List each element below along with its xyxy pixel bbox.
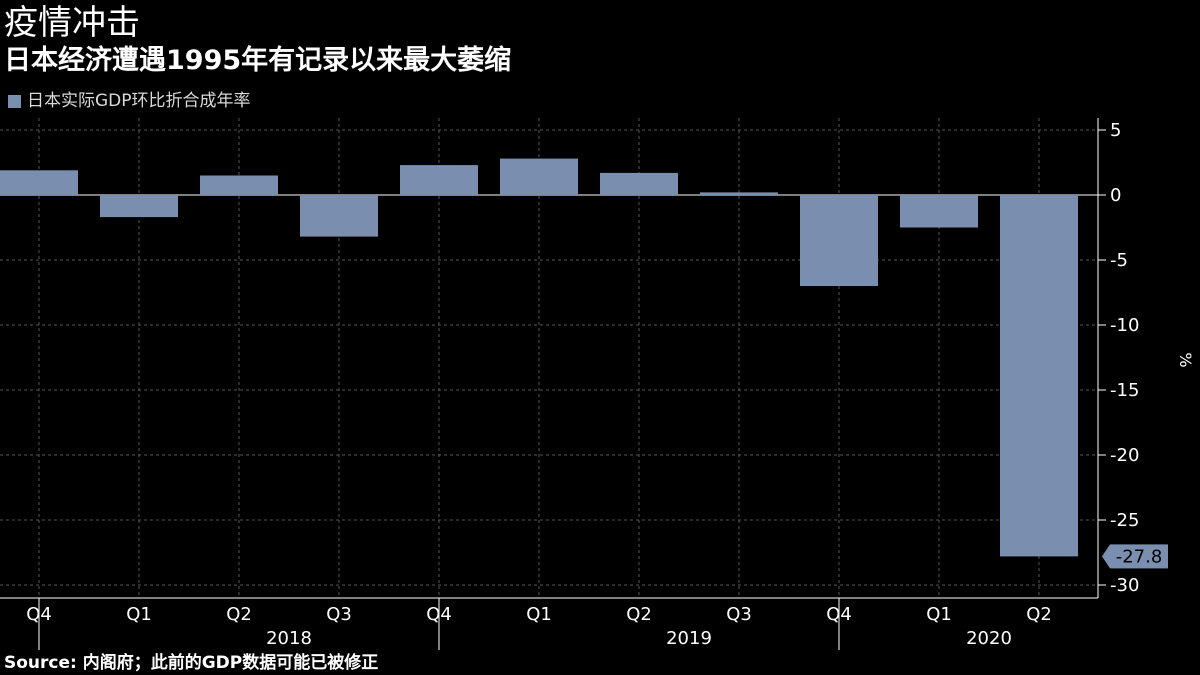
x-tick-label: Q3 <box>326 604 352 625</box>
y-tick-label: 5 <box>1110 120 1121 141</box>
year-label: 2020 <box>966 628 1012 649</box>
callout-box <box>1110 544 1168 569</box>
bar <box>700 192 778 195</box>
y-tick-label: -15 <box>1110 380 1139 401</box>
x-tick-label: Q2 <box>1026 604 1052 625</box>
x-tick-label: Q1 <box>926 604 952 625</box>
bar <box>900 195 978 228</box>
x-tick-label: Q3 <box>726 604 752 625</box>
chart-title: 疫情冲击 <box>4 3 140 43</box>
bar <box>1000 195 1078 557</box>
y-axis-unit: % <box>1176 352 1195 367</box>
x-tick-label: Q1 <box>526 604 552 625</box>
year-label: 2019 <box>666 628 712 649</box>
bar <box>300 195 378 237</box>
bar <box>800 195 878 286</box>
x-tick-label: Q1 <box>126 604 152 625</box>
x-tick-label: Q2 <box>226 604 252 625</box>
source-note: Source: 内阁府；此前的GDP数据可能已被修正 <box>4 653 379 673</box>
bar <box>500 158 578 195</box>
y-tick-label: -25 <box>1110 510 1139 531</box>
bar <box>600 172 678 195</box>
x-tick-label: Q2 <box>626 604 652 625</box>
callout-label: -27.8 <box>1116 546 1163 567</box>
y-tick-label: -20 <box>1110 445 1139 466</box>
legend: 日本实际GDP环比折合成年率 <box>8 90 251 112</box>
year-label: 2018 <box>266 628 312 649</box>
y-tick-label: 0 <box>1110 185 1121 206</box>
bar <box>200 175 278 195</box>
bar <box>100 195 178 218</box>
legend-swatch <box>8 94 21 108</box>
y-tick-label: -5 <box>1110 250 1128 271</box>
y-tick-label: -10 <box>1110 315 1139 336</box>
legend-label: 日本实际GDP环比折合成年率 <box>27 91 251 111</box>
callout-pointer <box>1102 544 1110 569</box>
y-tick-label: -30 <box>1110 575 1139 596</box>
bar <box>0 170 78 195</box>
bar <box>400 165 478 195</box>
chart-subtitle: 日本经济遭遇1995年有记录以来最大萎缩 <box>4 45 512 76</box>
